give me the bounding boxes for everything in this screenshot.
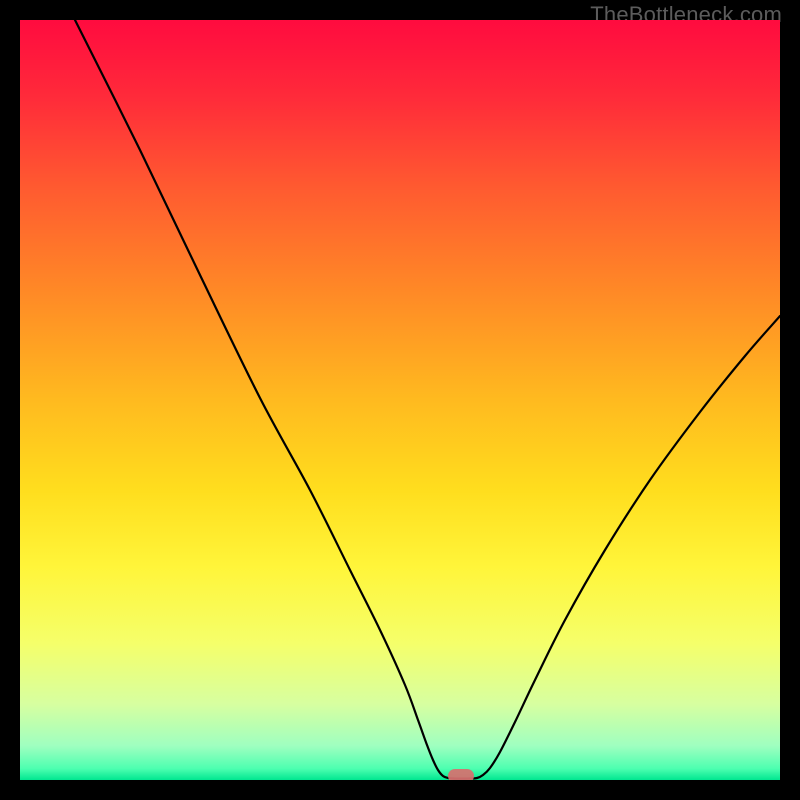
frame-right: [780, 0, 800, 800]
frame-left: [0, 0, 20, 800]
bottleneck-curve: [20, 20, 780, 780]
curve-path: [75, 20, 780, 779]
plot-area: [20, 20, 780, 780]
optimal-marker: [448, 769, 474, 780]
frame-bottom: [0, 780, 800, 800]
